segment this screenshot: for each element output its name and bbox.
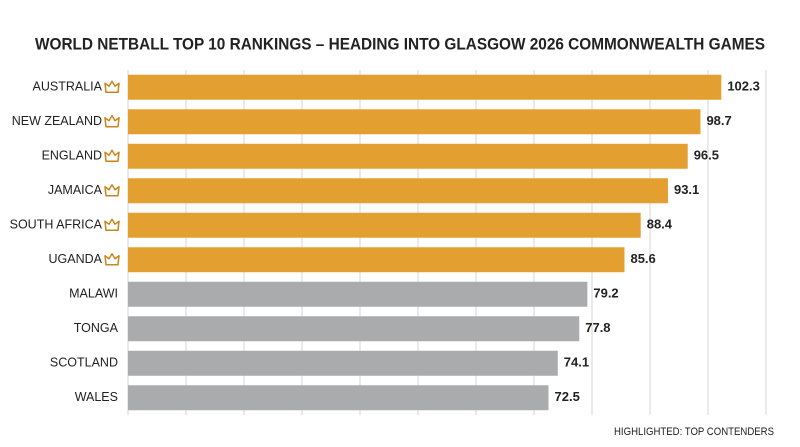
value-label: 74.1 — [564, 355, 589, 370]
crown-icon — [104, 218, 120, 231]
crown-icon — [104, 149, 120, 162]
y-tick-label: WALES — [75, 390, 118, 404]
value-label: 93.1 — [674, 182, 699, 197]
value-label: 98.7 — [706, 113, 731, 128]
bar — [128, 212, 641, 238]
bar — [128, 178, 668, 204]
crown-icon — [104, 80, 120, 93]
bar — [128, 316, 580, 342]
value-label: 79.2 — [593, 286, 618, 301]
bar — [128, 281, 588, 307]
bar — [128, 109, 701, 135]
value-label: 72.5 — [555, 389, 580, 404]
y-tick-label: UGANDA — [49, 252, 103, 266]
y-tick-label: AUSTRALIA — [33, 80, 103, 94]
y-tick-label: MALAWI — [69, 287, 118, 301]
value-label: 88.4 — [647, 217, 673, 232]
y-tick-label: TONGA — [74, 321, 119, 335]
bar — [128, 350, 558, 376]
value-label: 102.3 — [727, 79, 760, 94]
value-label: 77.8 — [585, 320, 610, 335]
bar — [128, 143, 688, 169]
y-tick-label: NEW ZEALAND — [12, 114, 102, 128]
crown-icon — [104, 184, 120, 197]
crown-icon — [104, 115, 120, 128]
chart-title: WORLD NETBALL TOP 10 RANKINGS – HEADING … — [35, 34, 765, 53]
crown-icon — [104, 253, 120, 266]
y-tick-label: SCOTLAND — [50, 356, 118, 370]
y-tick-label: ENGLAND — [42, 149, 102, 163]
y-tick-label: JAMAICA — [48, 183, 103, 197]
value-label: 96.5 — [694, 148, 719, 163]
bar — [128, 385, 549, 411]
value-label: 85.6 — [630, 251, 655, 266]
bar — [128, 74, 722, 100]
note: HIGHLIGHTED: TOP CONTENDERS — [614, 426, 774, 438]
bar — [128, 247, 625, 273]
y-tick-label: SOUTH AFRICA — [10, 218, 103, 232]
